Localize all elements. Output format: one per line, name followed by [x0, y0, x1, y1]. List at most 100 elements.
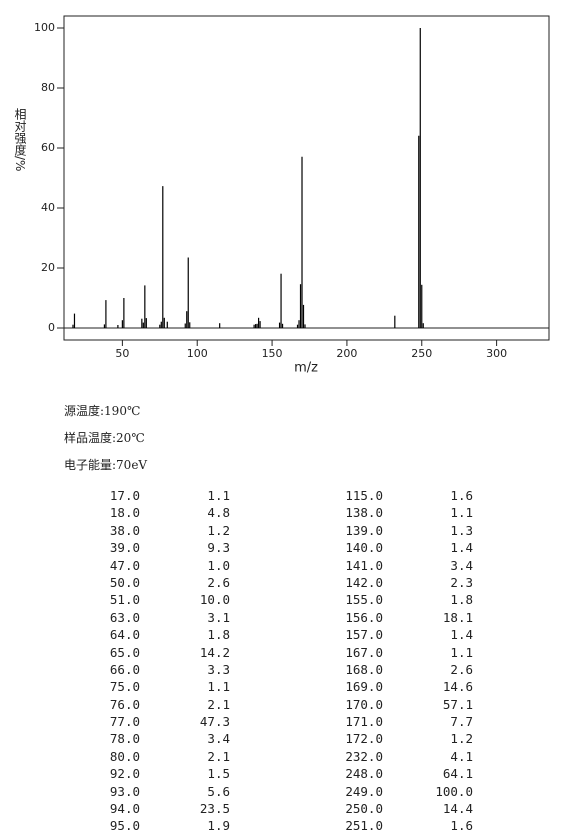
table-row: 50.0 2.6 142.0 2.3: [60, 575, 500, 592]
y-tick-label: 40: [41, 201, 55, 214]
x-tick-label: 50: [115, 347, 129, 360]
mz-cell: 93.0: [109, 783, 140, 799]
mz-cell: 50.0: [109, 574, 140, 590]
x-tick-label: 300: [486, 347, 507, 360]
intensity-cell: 14.4: [442, 801, 473, 817]
intensity-cell: 1.8: [207, 627, 230, 643]
intensity-cell: 1.1: [450, 644, 473, 660]
mz-cell: 157.0: [345, 627, 383, 643]
mz-cell: 232.0: [345, 748, 383, 764]
intensity-cell: 1.5: [207, 766, 230, 782]
mz-cell: 141.0: [345, 557, 383, 573]
mz-cell: 139.0: [345, 522, 383, 538]
mz-cell: 92.0: [109, 766, 140, 782]
mz-cell: 18.0: [109, 505, 140, 521]
intensity-cell: 1.1: [207, 679, 230, 695]
x-tick-label: 250: [411, 347, 432, 360]
table-row: 92.0 1.5 248.0 64.1: [60, 766, 500, 783]
mz-cell: 170.0: [345, 696, 383, 712]
peak-table: 17.0 1.1 115.0 1.6 18.0 4.8 138.0 1.1 38.0 1.2 139…: [60, 488, 500, 836]
table-row: 65.0 14.2 167.0 1.1: [60, 645, 500, 662]
intensity-cell: 1.1: [450, 505, 473, 521]
intensity-cell: 1.9: [207, 818, 230, 834]
y-tick-label: 80: [41, 81, 55, 94]
mz-cell: 38.0: [109, 522, 140, 538]
mz-cell: 156.0: [345, 609, 383, 625]
table-row: 17.0 1.1 115.0 1.6: [60, 488, 500, 505]
intensity-cell: 1.3: [450, 522, 473, 538]
intensity-cell: 2.3: [450, 574, 473, 590]
table-row: 18.0 4.8 138.0 1.1: [60, 505, 500, 522]
table-row: 66.0 3.3 168.0 2.6: [60, 662, 500, 679]
mz-cell: 63.0: [109, 609, 140, 625]
intensity-cell: 1.6: [450, 818, 473, 834]
mz-cell: 138.0: [345, 505, 383, 521]
intensity-cell: 2.6: [450, 661, 473, 677]
intensity-cell: 1.8: [450, 592, 473, 608]
mz-cell: 51.0: [109, 592, 140, 608]
intensity-cell: 100.0: [435, 783, 473, 799]
mz-cell: 64.0: [109, 627, 140, 643]
intensity-cell: 64.1: [442, 766, 473, 782]
intensity-cell: 9.3: [207, 540, 230, 556]
table-row: 93.0 5.6 249.0 100.0: [60, 784, 500, 801]
y-tick-label: 60: [41, 141, 55, 154]
table-row: 80.0 2.1 232.0 4.1: [60, 749, 500, 766]
table-row: 75.0 1.1 169.0 14.6: [60, 679, 500, 696]
mz-cell: 167.0: [345, 644, 383, 660]
mz-cell: 172.0: [345, 731, 383, 747]
mz-cell: 168.0: [345, 661, 383, 677]
plot-frame: [63, 15, 550, 341]
y-tick-label: 100: [34, 21, 55, 34]
intensity-cell: 1.0: [207, 557, 230, 573]
x-tick-label: 200: [336, 347, 357, 360]
mz-cell: 95.0: [109, 818, 140, 834]
intensity-cell: 23.5: [199, 801, 230, 817]
table-row: 47.0 1.0 141.0 3.4: [60, 558, 500, 575]
mz-cell: 140.0: [345, 540, 383, 556]
intensity-cell: 7.7: [450, 714, 473, 730]
mz-cell: 171.0: [345, 714, 383, 730]
intensity-cell: 47.3: [199, 714, 230, 730]
info-line: 源温度:190℃: [64, 404, 141, 418]
info-line: 样品温度:20℃: [64, 431, 145, 445]
info-line: 电子能量:70eV: [64, 458, 148, 472]
intensity-cell: 3.3: [207, 661, 230, 677]
chart: m/z 0 20 40 60 80 100 50 100 150 200 250 300: [34, 15, 550, 376]
y-tick-label: 0: [48, 321, 55, 334]
intensity-cell: 4.1: [450, 748, 473, 764]
intensity-cell: 1.2: [450, 731, 473, 747]
table-row: 77.0 47.3 171.0 7.7: [60, 714, 500, 731]
mz-cell: 115.0: [345, 488, 383, 503]
mz-cell: 248.0: [345, 766, 383, 782]
intensity-cell: 14.6: [442, 679, 473, 695]
intensity-cell: 2.6: [207, 574, 230, 590]
table-row: 38.0 1.2 139.0 1.3: [60, 523, 500, 540]
x-tick-label: 150: [262, 347, 283, 360]
mz-cell: 66.0: [109, 661, 140, 677]
intensity-cell: 5.6: [207, 783, 230, 799]
mz-cell: 75.0: [109, 679, 140, 695]
intensity-cell: 1.4: [450, 627, 473, 643]
table-row: 76.0 2.1 170.0 57.1: [60, 697, 500, 714]
mz-cell: 249.0: [345, 783, 383, 799]
mz-cell: 39.0: [109, 540, 140, 556]
mz-cell: 77.0: [109, 714, 140, 730]
intensity-cell: 14.2: [199, 644, 230, 660]
mz-cell: 142.0: [345, 574, 383, 590]
mz-cell: 78.0: [109, 731, 140, 747]
mz-cell: 155.0: [345, 592, 383, 608]
mz-cell: 169.0: [345, 679, 383, 695]
intensity-cell: 3.1: [207, 609, 230, 625]
table-row: 95.0 1.9 251.0 1.6: [60, 818, 500, 835]
intensity-cell: 4.8: [207, 505, 230, 521]
table-row: 63.0 3.1 156.0 18.1: [60, 610, 500, 627]
intensity-cell: 3.4: [450, 557, 473, 573]
mz-cell: 65.0: [109, 644, 140, 660]
mz-cell: 80.0: [109, 748, 140, 764]
intensity-cell: 1.1: [207, 488, 230, 503]
mz-cell: 94.0: [109, 801, 140, 817]
table-row: 94.0 23.5 250.0 14.4: [60, 801, 500, 818]
mz-cell: 76.0: [109, 696, 140, 712]
